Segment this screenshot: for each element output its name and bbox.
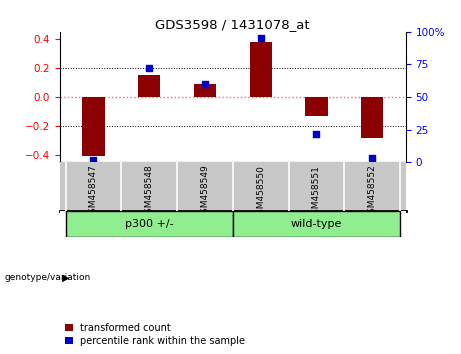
Bar xyxy=(233,211,400,237)
Point xyxy=(146,65,153,71)
Title: GDS3598 / 1431078_at: GDS3598 / 1431078_at xyxy=(155,18,310,31)
Point xyxy=(313,131,320,136)
Text: GSM458552: GSM458552 xyxy=(368,165,377,219)
Text: wild-type: wild-type xyxy=(291,219,342,229)
Bar xyxy=(82,97,105,156)
Text: GSM458548: GSM458548 xyxy=(145,165,154,219)
Text: GSM458551: GSM458551 xyxy=(312,165,321,219)
Text: p300 +/-: p300 +/- xyxy=(125,219,173,229)
Point xyxy=(368,155,376,161)
Bar xyxy=(65,211,233,237)
Bar xyxy=(194,84,216,97)
Bar xyxy=(305,97,328,116)
Point xyxy=(257,35,264,41)
Text: GSM458547: GSM458547 xyxy=(89,165,98,219)
Text: GSM458550: GSM458550 xyxy=(256,165,265,219)
Text: ▶: ▶ xyxy=(62,273,70,283)
Text: GSM458549: GSM458549 xyxy=(201,165,209,219)
Bar xyxy=(138,75,160,97)
Bar xyxy=(361,97,384,138)
Point xyxy=(90,157,97,162)
Text: genotype/variation: genotype/variation xyxy=(5,273,91,282)
Legend: transformed count, percentile rank within the sample: transformed count, percentile rank withi… xyxy=(65,323,245,346)
Bar xyxy=(249,42,272,97)
Point xyxy=(201,81,209,87)
